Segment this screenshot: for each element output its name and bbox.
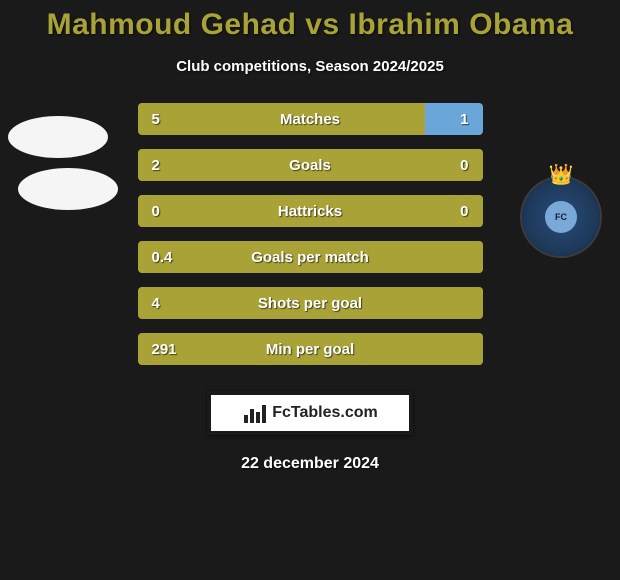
page-title: Mahmoud Gehad vs Ibrahim Obama [0, 8, 620, 42]
right-fill [425, 103, 483, 135]
stat-label: Matches [280, 111, 340, 128]
stat-label: Min per goal [266, 341, 354, 358]
badge-inner-icon: FC [545, 201, 577, 233]
stat-right-value: 1 [460, 111, 468, 128]
stat-left-value: 0 [152, 203, 160, 220]
comparison-widget: Mahmoud Gehad vs Ibrahim Obama Club comp… [0, 0, 620, 580]
stat-row: 5 Matches 1 [138, 103, 483, 135]
player1-avatar [8, 116, 108, 158]
branding-bars-icon [242, 401, 266, 425]
player1-name: Mahmoud Gehad [47, 8, 297, 41]
stat-label: Goals [289, 157, 331, 174]
player2-club-badge: 👑 FC [522, 178, 600, 256]
stat-left-value: 291 [152, 341, 177, 358]
stat-row: 2 Goals 0 [138, 149, 483, 181]
branding-box: FcTables.com [207, 391, 413, 435]
stat-label: Shots per goal [258, 295, 362, 312]
player2-name: Ibrahim Obama [349, 8, 574, 41]
stat-label: Hattricks [278, 203, 342, 220]
stat-left-value: 2 [152, 157, 160, 174]
stat-left-value: 5 [152, 111, 160, 128]
stat-right-value: 0 [460, 203, 468, 220]
badge-crest-icon: 👑 [549, 162, 574, 187]
branding-text: FcTables.com [272, 404, 378, 422]
player1-club-badge [18, 168, 118, 210]
stat-row: 0 Hattricks 0 [138, 195, 483, 227]
subtitle: Club competitions, Season 2024/2025 [0, 58, 620, 75]
stat-row: 0.4 Goals per match [138, 241, 483, 273]
footer-date: 22 december 2024 [0, 455, 620, 473]
stat-left-value: 4 [152, 295, 160, 312]
comparison-bars: 5 Matches 1 2 Goals 0 0 Hattricks 0 0.4 Goals per … [138, 103, 483, 365]
stat-label: Goals per match [251, 249, 369, 266]
vs-text: vs [305, 8, 339, 41]
stat-right-value: 0 [460, 157, 468, 174]
stat-row: 4 Shots per goal [138, 287, 483, 319]
stat-left-value: 0.4 [152, 249, 173, 266]
stat-row: 291 Min per goal [138, 333, 483, 365]
